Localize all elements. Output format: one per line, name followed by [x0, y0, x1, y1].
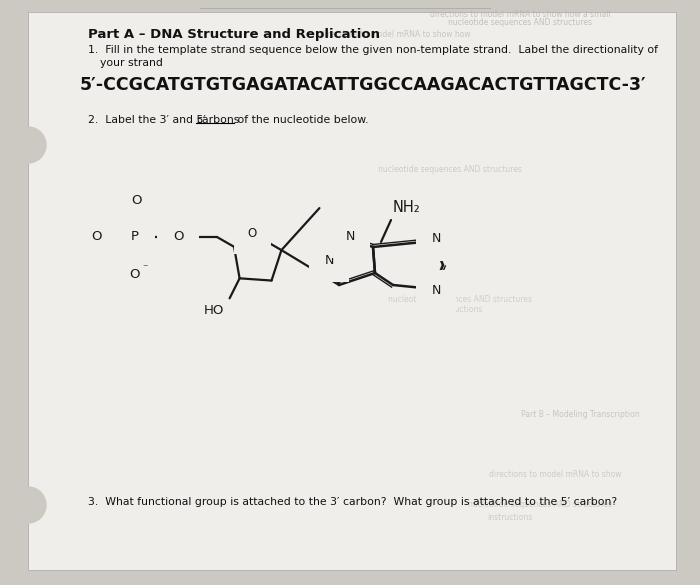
Text: N: N: [345, 229, 355, 243]
Text: instructions: instructions: [487, 513, 533, 522]
Text: 1.  Fill in the template strand sequence below the given non-template strand.  L: 1. Fill in the template strand sequence …: [88, 45, 658, 55]
Text: NH₂: NH₂: [393, 200, 421, 215]
Text: directions to model mRNA to show how: directions to model mRNA to show how: [320, 30, 470, 39]
Text: Part B – Modeling Transcription: Part B – Modeling Transcription: [521, 410, 639, 419]
Text: O: O: [248, 227, 257, 240]
FancyBboxPatch shape: [28, 12, 676, 570]
Circle shape: [10, 127, 46, 163]
Text: directions to model mRNA to show: directions to model mRNA to show: [489, 470, 622, 479]
Circle shape: [10, 487, 46, 523]
Text: your strand: your strand: [100, 58, 163, 68]
Text: 3.  What functional group is attached to the 3′ carbon?  What group is attached : 3. What functional group is attached to …: [88, 497, 617, 507]
Text: instructions: instructions: [438, 305, 483, 314]
Text: Part A – DNA Structure and Replication: Part A – DNA Structure and Replication: [88, 28, 380, 41]
Text: O: O: [173, 230, 183, 243]
Text: N: N: [431, 232, 441, 246]
Text: N: N: [324, 253, 334, 267]
Text: directions to model mRNA to show how a small: directions to model mRNA to show how a s…: [430, 10, 610, 19]
Text: N: N: [431, 284, 441, 298]
Text: O: O: [130, 269, 140, 281]
Text: ⁻: ⁻: [142, 263, 148, 273]
Text: nucleotide sequences AND structures: nucleotide sequences AND structures: [378, 165, 522, 174]
Text: of the nucleotide below.: of the nucleotide below.: [234, 115, 368, 125]
Text: 2.  Label the 3′ and 5′: 2. Label the 3′ and 5′: [88, 115, 209, 125]
Text: nucleotide sequences AND structures: nucleotide sequences AND structures: [388, 295, 532, 304]
Text: P: P: [131, 230, 139, 243]
Text: HO: HO: [204, 304, 224, 317]
Text: 5′-CCGCATGTGTGAGATACATTGGCCAAGACACTGTTAGCTC-3′: 5′-CCGCATGTGTGAGATACATTGGCCAAGACACTGTTAG…: [80, 76, 647, 94]
Text: O: O: [92, 230, 102, 243]
Text: carbons: carbons: [196, 115, 239, 125]
Text: O: O: [131, 194, 141, 207]
Text: nucleotide sequences AND structures: nucleotide sequences AND structures: [448, 18, 592, 27]
Text: nucleotide sequences AND structures: nucleotide sequences AND structures: [468, 500, 612, 509]
